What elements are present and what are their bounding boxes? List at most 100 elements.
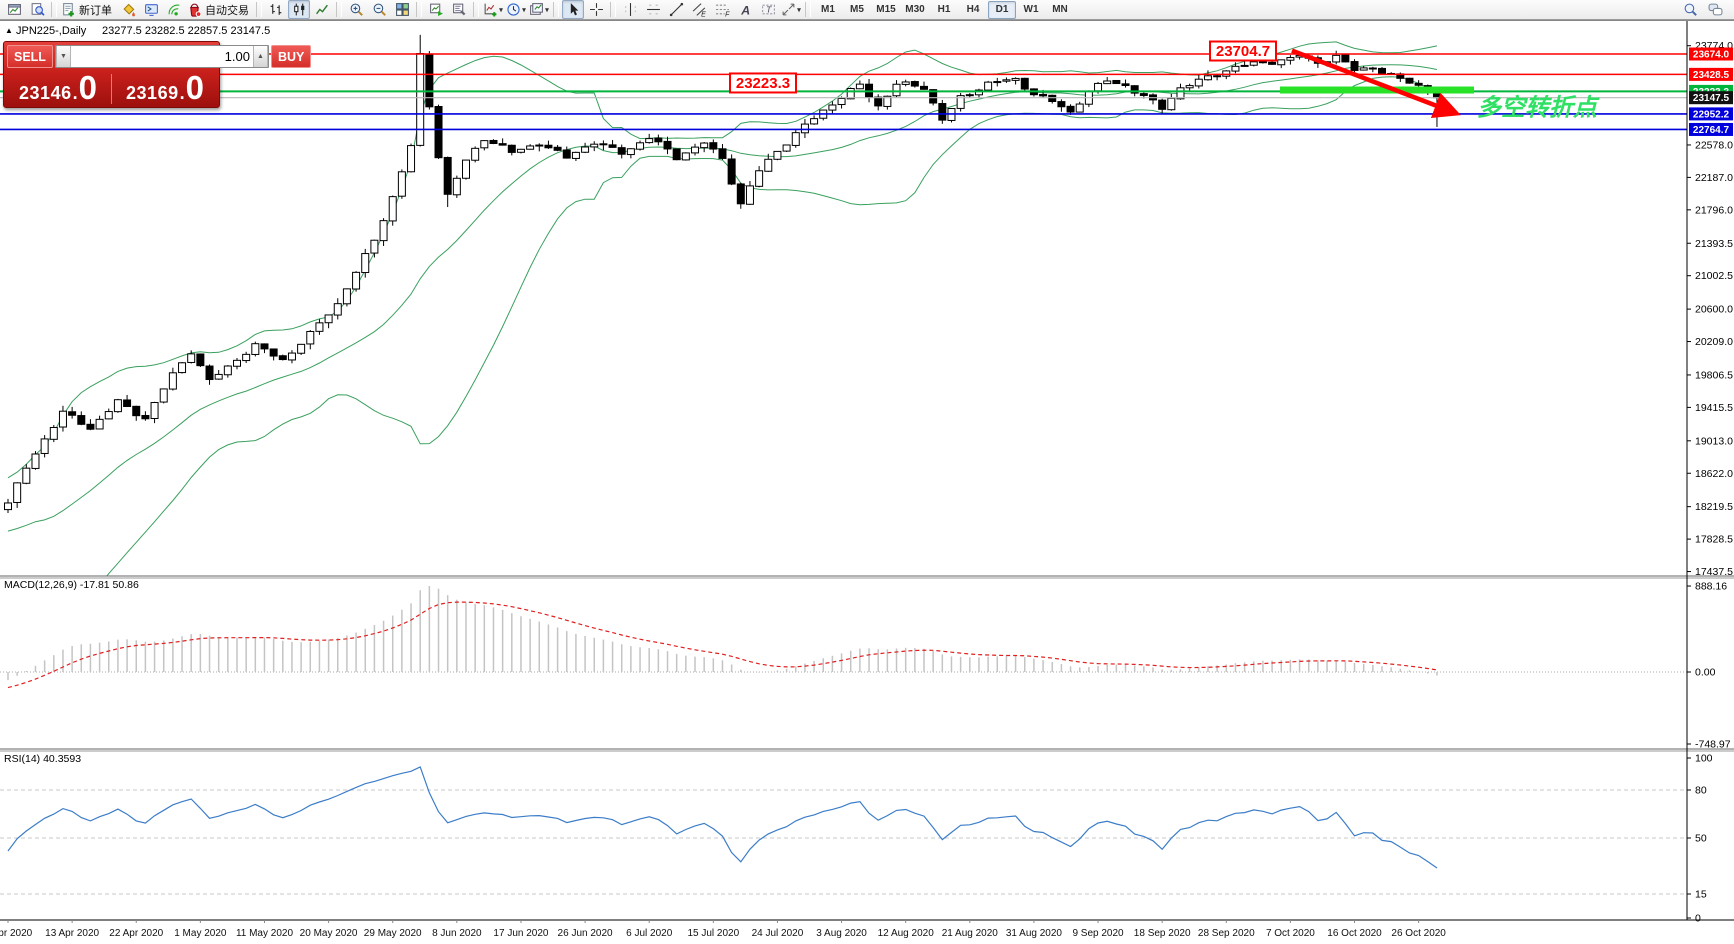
profiles-button[interactable] (26, 0, 48, 19)
templates-icon (529, 2, 544, 17)
new-order-button[interactable]: 新订单 (60, 0, 116, 19)
svg-text:21002.5: 21002.5 (1695, 270, 1733, 282)
chat-button[interactable] (1704, 0, 1726, 19)
svg-text:22578.0: 22578.0 (1695, 139, 1733, 151)
auto-trading-label: 自动交易 (205, 4, 249, 17)
main-toolbar: 新订单 自动交易 ▾ ▾ ▾ E F A T ▾ M1 M5 M15 M30 H1 H4 D… (0, 0, 1734, 20)
timeframe-M15[interactable]: M15 (876, 4, 896, 15)
crosshair-button[interactable] (585, 0, 607, 19)
market-depth-button[interactable] (448, 0, 470, 19)
shapes-button[interactable]: ▾ (780, 0, 802, 19)
svg-text:0: 0 (1695, 913, 1701, 925)
svg-text:3 Aug 2020: 3 Aug 2020 (816, 928, 867, 939)
horizontal-line-button[interactable] (642, 0, 664, 19)
label-button[interactable]: T (757, 0, 779, 19)
collapse-chart-objects[interactable]: ▲ (5, 26, 13, 35)
vertical-line-button[interactable] (619, 0, 641, 19)
templates-button[interactable]: ▾ (528, 0, 550, 19)
toolbar-separator (473, 2, 479, 17)
candles-layer (4, 34, 1441, 514)
svg-text:23223.3: 23223.3 (736, 75, 790, 92)
svg-text:22187.0: 22187.0 (1695, 172, 1733, 184)
hline-icon (646, 2, 661, 17)
buy-price-big-digit: 0 (185, 69, 204, 106)
peak-price-label[interactable]: 23704.7 (1209, 40, 1277, 62)
timeframe-MN[interactable]: MN (1052, 4, 1068, 15)
chevron-down-icon: ▾ (522, 6, 526, 14)
line-chart-button[interactable] (311, 0, 333, 19)
svg-text:11 May 2020: 11 May 2020 (236, 928, 294, 939)
text-button[interactable]: A (734, 0, 756, 19)
timeframe-M1[interactable]: M1 (821, 4, 835, 15)
search-button[interactable] (1679, 0, 1701, 19)
candlestick-chart-button[interactable] (288, 0, 310, 19)
volume-increase-button[interactable]: ▲ (252, 46, 268, 67)
svg-text:21796.0: 21796.0 (1695, 204, 1733, 216)
strategy-tester-button[interactable] (425, 0, 447, 19)
profiles-icon (30, 2, 45, 17)
macd-signal-line (7, 601, 1438, 689)
price-chart[interactable]: 23704.723223.3多空转折点23774.022578.022187.0… (0, 20, 1734, 944)
signals-button[interactable] (163, 0, 185, 19)
terminal-button[interactable] (140, 0, 162, 19)
volume-input[interactable] (70, 46, 253, 67)
periods-button[interactable]: ▾ (505, 0, 527, 19)
text-icon: A (738, 2, 753, 17)
fibonacci-button[interactable]: F (711, 0, 733, 19)
toolbar-separator (336, 2, 342, 17)
svg-text:22764.7: 22764.7 (1693, 125, 1730, 136)
price-badge: 23428.5 (1689, 67, 1733, 81)
svg-text:-748.97: -748.97 (1695, 739, 1731, 751)
support-price-label[interactable]: 23223.3 (729, 72, 797, 94)
zoom-out-button[interactable] (368, 0, 390, 19)
highlight-bar[interactable] (1280, 86, 1474, 94)
svg-text:26 Oct 2020: 26 Oct 2020 (1391, 928, 1446, 939)
zoom-in-button[interactable] (345, 0, 367, 19)
line-chart-icon (315, 2, 330, 17)
macd-label: MACD(12,26,9) -17.81 50.86 (4, 579, 139, 591)
time-axis[interactable]: 3 Apr 2020 13 Apr 2020 22 Apr 2020 1 May 20… (0, 920, 1446, 939)
svg-text:50: 50 (1695, 833, 1707, 845)
new-chart-button[interactable] (3, 0, 25, 19)
sell-price[interactable]: 23146 . 0 (6, 69, 110, 106)
volume-decrease-button[interactable]: ▼ (55, 46, 71, 67)
price-axis[interactable]: 23774.022578.022187.021796.021393.521002… (1687, 40, 1733, 578)
svg-text:7 Oct 2020: 7 Oct 2020 (1266, 928, 1315, 939)
svg-text:22 Apr 2020: 22 Apr 2020 (109, 928, 163, 939)
buy-price[interactable]: 23169 . 0 (113, 69, 217, 106)
rsi-line (7, 766, 1438, 869)
sell-price-point: . (72, 83, 78, 103)
timeframe-H4[interactable]: H4 (966, 4, 980, 15)
timeframe-M30[interactable]: M30 (905, 4, 925, 15)
chevron-down-icon: ▾ (545, 6, 549, 14)
tile-windows-button[interactable] (391, 0, 413, 19)
styles-button[interactable] (117, 0, 139, 19)
signals-icon (167, 2, 182, 17)
svg-text:21393.5: 21393.5 (1695, 238, 1733, 250)
bar-chart-button[interactable] (265, 0, 287, 19)
price-divider (111, 74, 112, 104)
label-icon: T (761, 2, 776, 17)
chevron-down-icon: ▾ (797, 6, 801, 14)
svg-text:24 Jul 2020: 24 Jul 2020 (752, 928, 804, 939)
buy-button[interactable]: BUY (270, 45, 312, 68)
trendline-icon (669, 2, 684, 17)
trend-arrow[interactable] (1291, 48, 1461, 119)
svg-text:80: 80 (1695, 785, 1707, 797)
annotation-note[interactable]: 多空转折点 (1477, 94, 1600, 121)
indicators-button[interactable]: ▾ (482, 0, 504, 19)
timeframe-M5[interactable]: M5 (850, 4, 864, 15)
cursor-button[interactable] (562, 0, 584, 19)
sell-button[interactable]: SELL (7, 45, 53, 68)
auto-trading-button[interactable]: 自动交易 (186, 0, 253, 19)
tester-icon (429, 2, 444, 17)
search-icon (1683, 2, 1698, 17)
new-order-label: 新订单 (79, 4, 112, 17)
trendline-button[interactable] (665, 0, 687, 19)
timeframe-H1[interactable]: H1 (937, 4, 951, 15)
timeframe-W1[interactable]: W1 (1023, 4, 1039, 15)
timeframe-D1[interactable]: D1 (988, 0, 1016, 19)
sell-price-big-digit: 0 (78, 69, 97, 106)
zoom-in-icon (349, 2, 364, 17)
channel-button[interactable]: E (688, 0, 710, 19)
